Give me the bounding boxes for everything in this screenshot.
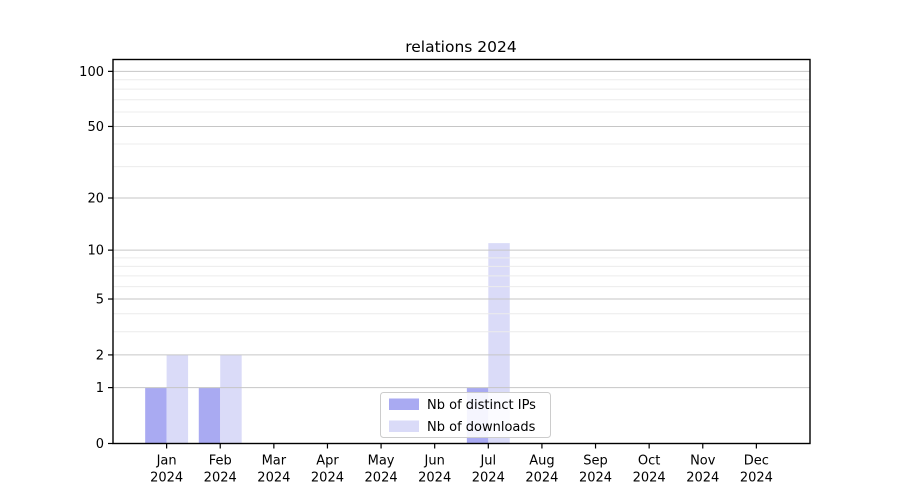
x-tick-label-month: Dec: [744, 454, 769, 469]
x-tick-label-year: 2024: [311, 471, 344, 486]
x-tick-label-year: 2024: [365, 471, 398, 486]
x-tick-label-month: Jun: [424, 454, 445, 469]
y-tick-label: 5: [96, 293, 104, 308]
legend-label-distinct-ips: Nb of distinct IPs: [427, 398, 536, 413]
legend-box: [380, 392, 551, 438]
legend-label-downloads: Nb of downloads: [427, 420, 536, 435]
x-tick-label-year: 2024: [472, 471, 505, 486]
bar: [145, 387, 167, 444]
x-tick-label-month: Mar: [262, 454, 287, 469]
x-tick-label-year: 2024: [686, 471, 719, 486]
x-tick-label-year: 2024: [204, 471, 237, 486]
y-tick-label: 0: [96, 437, 104, 452]
bar: [198, 387, 221, 444]
plot-frame: [112, 58, 811, 445]
x-tick-label-month: Apr: [316, 454, 339, 469]
y-tick-label: 10: [87, 244, 104, 259]
bar: [220, 354, 242, 444]
x-tick-label-month: May: [368, 454, 395, 469]
y-tick-label: 100: [79, 65, 104, 80]
x-tick-label-year: 2024: [418, 471, 451, 486]
x-tick-label-year: 2024: [579, 471, 612, 486]
legend-swatch-downloads: [389, 420, 419, 432]
x-tick-label-month: Oct: [638, 454, 660, 469]
chart-title: relations 2024: [405, 38, 517, 56]
x-tick-label-year: 2024: [740, 471, 773, 486]
x-tick-label-year: 2024: [525, 471, 558, 486]
axes-layer: 0 1 2 5 10 20 50 100 Jan 2024 Feb 2024 Mar 2024 Apr 202…: [79, 65, 773, 486]
legend-swatch-distinct-ips: [389, 398, 419, 410]
x-tick-label-year: 2024: [257, 471, 290, 486]
x-tick-label-month: Jan: [156, 454, 177, 469]
x-tick-label-year: 2024: [633, 471, 666, 486]
x-tick-label-month: Aug: [529, 454, 554, 469]
y-tick-label: 1: [96, 381, 104, 396]
x-tick-label-month: Sep: [583, 454, 608, 469]
x-tick-label-month: Feb: [209, 454, 232, 469]
x-tick-label-month: Nov: [690, 454, 716, 469]
legend: Nb of distinct IPs Nb of downloads: [380, 392, 551, 438]
y-tick-label: 20: [87, 192, 104, 207]
bar: [166, 354, 189, 444]
y-tick-label: 2: [96, 348, 104, 363]
grid-layer: [113, 70, 810, 389]
y-tick-label: 50: [87, 120, 104, 135]
x-tick-label-month: Jul: [479, 454, 496, 469]
x-tick-label-year: 2024: [150, 471, 183, 486]
